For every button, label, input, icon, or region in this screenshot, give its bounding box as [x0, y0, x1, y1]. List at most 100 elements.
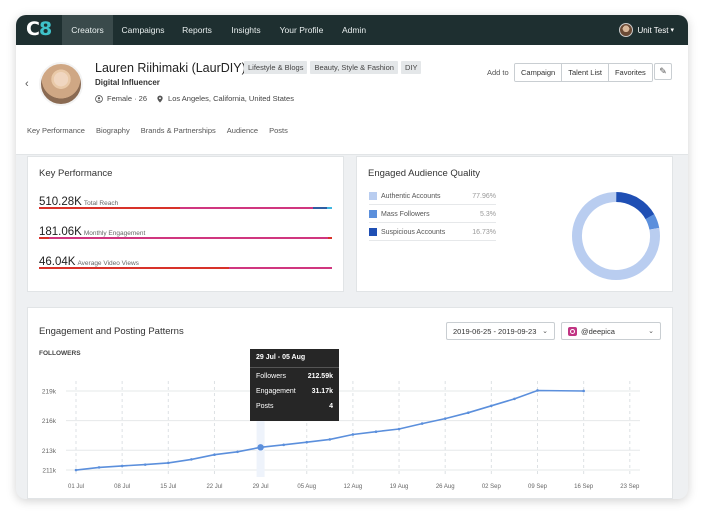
nav-admin[interactable]: Admin — [341, 25, 367, 35]
data-point[interactable] — [282, 443, 285, 447]
data-point[interactable] — [190, 458, 193, 461]
add-to-talent-list-button[interactable]: Talent List — [562, 64, 609, 81]
data-point[interactable] — [466, 411, 470, 415]
data-point[interactable] — [443, 417, 447, 420]
back-arrow-icon[interactable]: ‹ — [25, 78, 29, 90]
aq-pct: 77.96% — [472, 192, 496, 200]
data-point[interactable] — [97, 466, 101, 469]
engagement-bar-segment — [49, 237, 328, 239]
audience-quality-card: Engaged Audience Quality Authentic Accou… — [356, 156, 673, 292]
reach-bar-segment — [39, 207, 180, 209]
data-point[interactable] — [490, 404, 493, 408]
aq-mass-row: Mass Followers 5.3% — [369, 206, 496, 223]
tooltip-row-posts: Posts 4 — [256, 403, 333, 410]
x-tick-label: 22 Jul — [206, 484, 222, 490]
date-range-value: 2019-06-25 - 2019-09-23 — [453, 326, 537, 336]
subnav-biography[interactable]: Biography — [95, 126, 130, 135]
metric-total-reach: 510.28K Total Reach — [39, 192, 118, 210]
donut-slice[interactable] — [570, 190, 661, 281]
subnav-posts[interactable]: Posts — [269, 126, 288, 135]
engagement-bar-segment — [328, 237, 332, 239]
tooltip-label: Posts — [256, 403, 274, 410]
add-to-campaign-button[interactable]: Campaign — [515, 64, 563, 81]
add-to-favorites-button[interactable]: Favorites — [608, 64, 652, 81]
data-point[interactable] — [167, 461, 170, 465]
y-tick-label: 211k — [42, 468, 56, 475]
tooltip-label: Followers — [256, 373, 286, 380]
metric-label: Monthly Engagement — [83, 230, 146, 237]
pencil-icon: ✎ — [659, 66, 667, 76]
aq-label: Authentic Accounts — [381, 192, 441, 200]
x-tick-label: 12 Aug — [344, 484, 363, 490]
data-point[interactable] — [397, 427, 401, 431]
data-point[interactable] — [351, 433, 355, 436]
user-name: Unit Test — [637, 25, 669, 35]
tooltip-value: 31.17k — [311, 388, 333, 395]
nav-insights[interactable]: Insights — [231, 25, 261, 35]
subnav-key-performance[interactable]: Key Performance — [27, 126, 85, 135]
data-point-highlighted[interactable] — [257, 444, 264, 451]
x-tick-label: 19 Aug — [390, 484, 409, 490]
profile-name: Lauren Riihimaki (LaurDIY) — [95, 61, 246, 75]
account-select[interactable]: @deepica ⌄ — [561, 322, 661, 340]
nav-campaigns[interactable]: Campaigns — [121, 25, 165, 35]
chart-tooltip: 29 Jul - 05 Aug Followers 212.59k Engagem… — [250, 349, 339, 421]
data-point[interactable] — [536, 389, 539, 392]
nav-your-profile[interactable]: Your Profile — [279, 25, 324, 35]
data-point[interactable] — [305, 440, 309, 444]
metric-monthly-engagement: 181.06K Monthly Engagement — [39, 222, 145, 240]
metric-label: Average Video Views — [77, 260, 139, 267]
data-point[interactable] — [513, 397, 516, 401]
series-label: FOLLOWERS — [39, 350, 81, 357]
metric-label: Total Reach — [83, 200, 119, 207]
tooltip-header: 29 Jul - 05 Aug — [256, 354, 306, 361]
data-point[interactable] — [420, 422, 424, 425]
reach-bar-segment — [180, 207, 313, 209]
edit-button[interactable]: ✎ — [654, 63, 672, 80]
account-value: @deepica — [581, 326, 615, 336]
metric-value: 181.06K — [39, 226, 82, 238]
video-bar-segment — [229, 267, 332, 269]
x-tick-label: 08 Jul — [114, 484, 130, 490]
x-tick-label: 05 Aug — [297, 484, 316, 490]
x-tick-label: 15 Jul — [160, 484, 176, 490]
tag-lifestyle[interactable]: Lifestyle & Blogs — [244, 61, 308, 74]
tooltip-row-engagement: Engagement 31.17k — [256, 388, 333, 395]
reach-bar-segment — [313, 207, 327, 209]
nav-creators[interactable]: Creators — [62, 15, 113, 45]
tooltip-value: 4 — [329, 403, 333, 410]
subnav-audience[interactable]: Audience — [226, 126, 259, 135]
app-window: C8 Creators Campaigns Reports Insights Y… — [16, 15, 688, 499]
legend-swatch — [369, 228, 377, 236]
data-point[interactable] — [236, 450, 239, 454]
donut-slice[interactable] — [570, 190, 662, 282]
metric-value: 510.28K — [39, 196, 82, 208]
tooltip-value: 212.59k — [307, 373, 333, 380]
engagement-title: Engagement and Posting Patterns — [39, 326, 184, 337]
data-point[interactable] — [120, 464, 124, 468]
tooltip-label: Engagement — [256, 388, 296, 395]
add-to-label: Add to — [487, 68, 509, 77]
hover-band — [256, 381, 265, 477]
tag-beauty[interactable]: Beauty, Style & Fashion — [310, 61, 398, 74]
date-range-select[interactable]: 2019-06-25 - 2019-09-23 ⌄ — [446, 322, 555, 340]
data-point[interactable] — [143, 463, 147, 466]
profile-tags: Lifestyle & Blogs Beauty, Style & Fashio… — [244, 61, 422, 74]
y-tick-label: 213k — [42, 448, 57, 455]
nav-reports[interactable]: Reports — [182, 25, 212, 35]
logo[interactable]: C8 — [26, 18, 52, 40]
user-menu[interactable]: Unit Test ▾ — [618, 22, 674, 38]
legend-swatch — [369, 192, 377, 200]
aq-pct: 5.3% — [480, 210, 496, 218]
data-point[interactable] — [74, 468, 78, 472]
data-point[interactable] — [213, 453, 216, 457]
profile-gender-age: Female · 26 — [107, 94, 148, 103]
chevron-down-icon: ▾ — [670, 27, 674, 34]
subnav-brands[interactable]: Brands & Partnerships — [140, 126, 216, 135]
data-point[interactable] — [328, 438, 332, 441]
data-point[interactable] — [582, 389, 585, 393]
aq-suspicious-row: Suspicious Accounts 16.73% — [369, 224, 496, 241]
data-point[interactable] — [374, 430, 378, 433]
followers-line-chart: 211k 213k 216k 219k 01 Jul 08 Jul 15 Jul 22 Jul… — [42, 381, 640, 490]
tag-diy[interactable]: DIY — [400, 61, 422, 74]
